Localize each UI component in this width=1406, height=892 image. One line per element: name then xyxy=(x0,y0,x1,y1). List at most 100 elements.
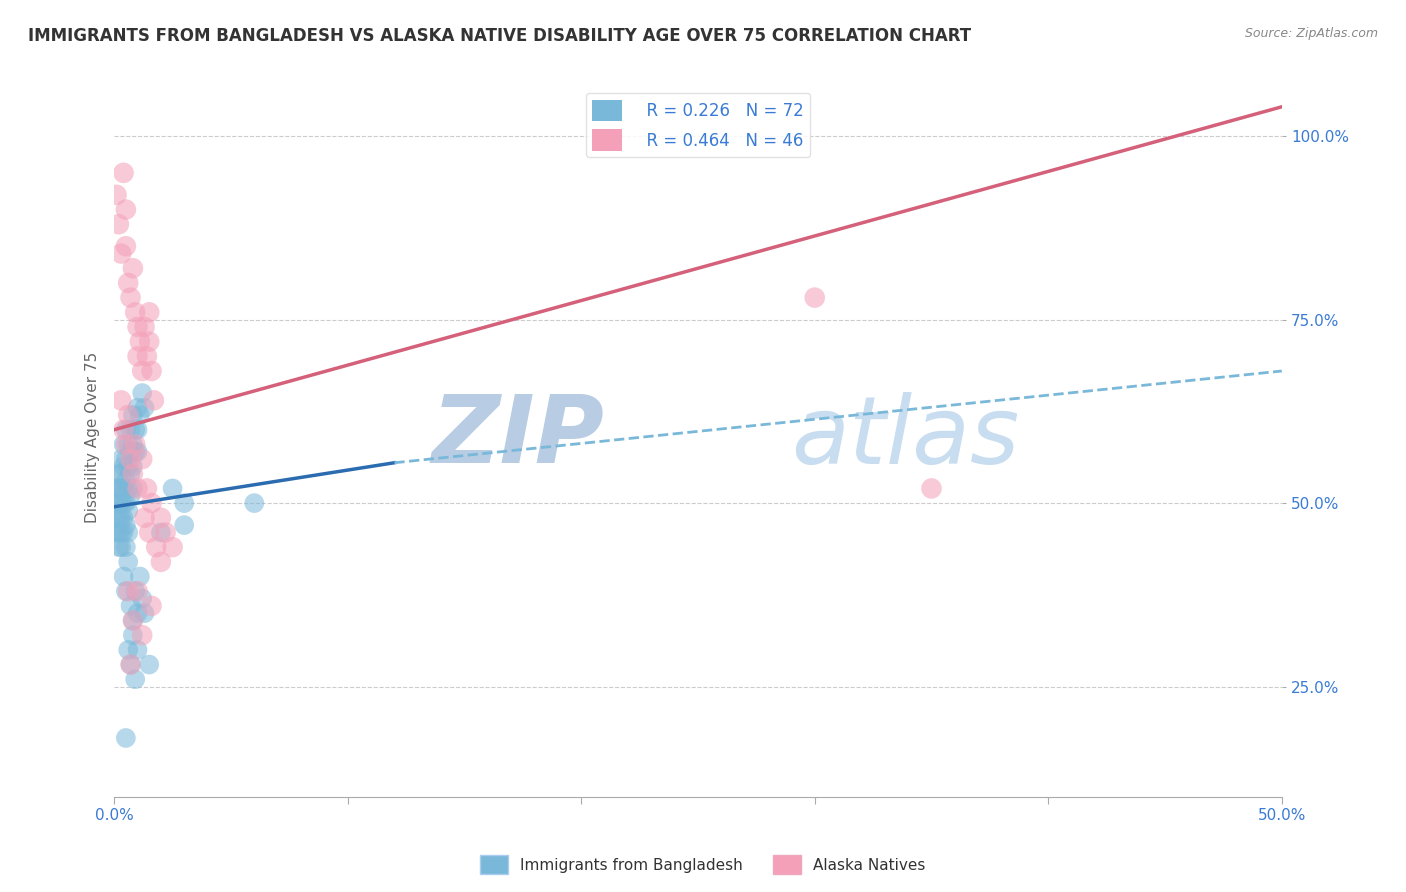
Point xyxy=(112,496,135,510)
Text: ZIP: ZIP xyxy=(432,391,605,483)
Point xyxy=(141,496,163,510)
Point xyxy=(120,657,142,672)
Point xyxy=(145,540,167,554)
Point xyxy=(173,496,195,510)
Point xyxy=(141,364,163,378)
Point xyxy=(127,482,149,496)
Point xyxy=(131,386,153,401)
Point xyxy=(122,614,145,628)
Point xyxy=(117,482,139,496)
Point xyxy=(127,606,149,620)
Point xyxy=(110,540,132,554)
Point xyxy=(108,540,131,554)
Point xyxy=(162,482,184,496)
Point xyxy=(112,510,135,524)
Point xyxy=(131,591,153,606)
Point xyxy=(122,459,145,474)
Point xyxy=(117,408,139,422)
Point xyxy=(105,187,128,202)
Point xyxy=(243,496,266,510)
Point xyxy=(117,643,139,657)
Point xyxy=(108,217,131,231)
Point xyxy=(105,482,128,496)
Point xyxy=(124,305,146,319)
Point xyxy=(120,452,142,467)
Point xyxy=(115,239,138,253)
Point xyxy=(110,496,132,510)
Point xyxy=(122,628,145,642)
Point xyxy=(115,540,138,554)
Point xyxy=(127,643,149,657)
Point xyxy=(112,482,135,496)
Point xyxy=(110,482,132,496)
Point xyxy=(134,510,156,524)
Point xyxy=(112,569,135,583)
Point xyxy=(149,525,172,540)
Point xyxy=(117,555,139,569)
Point xyxy=(921,482,943,496)
Point xyxy=(120,291,142,305)
Point xyxy=(115,584,138,599)
Point xyxy=(128,569,150,583)
Point xyxy=(122,482,145,496)
Point xyxy=(124,423,146,437)
Point xyxy=(122,614,145,628)
Point xyxy=(112,437,135,451)
Point xyxy=(110,393,132,408)
Point xyxy=(115,437,138,451)
Point xyxy=(108,496,131,510)
Point xyxy=(138,525,160,540)
Point xyxy=(115,731,138,745)
Point xyxy=(108,510,131,524)
Point xyxy=(120,444,142,458)
Point xyxy=(122,467,145,481)
Point xyxy=(117,437,139,451)
Point xyxy=(803,291,825,305)
Point xyxy=(127,401,149,415)
Point xyxy=(124,444,146,458)
Point xyxy=(173,518,195,533)
Point xyxy=(131,452,153,467)
Point xyxy=(115,496,138,510)
Point xyxy=(112,423,135,437)
Point xyxy=(110,510,132,524)
Point xyxy=(127,584,149,599)
Point xyxy=(138,305,160,319)
Point xyxy=(124,437,146,451)
Point xyxy=(110,246,132,260)
Point xyxy=(127,349,149,363)
Point xyxy=(135,349,157,363)
Point xyxy=(134,606,156,620)
Point xyxy=(122,261,145,276)
Point xyxy=(127,320,149,334)
Point xyxy=(135,482,157,496)
Point xyxy=(112,166,135,180)
Point xyxy=(124,584,146,599)
Point xyxy=(122,437,145,451)
Point xyxy=(155,525,177,540)
Point xyxy=(142,393,165,408)
Point xyxy=(105,496,128,510)
Point xyxy=(120,467,142,481)
Point xyxy=(120,657,142,672)
Point xyxy=(115,452,138,467)
Point xyxy=(134,320,156,334)
Point xyxy=(117,276,139,290)
Point xyxy=(128,334,150,349)
Point xyxy=(110,467,132,481)
Point xyxy=(115,423,138,437)
Point xyxy=(131,364,153,378)
Point xyxy=(115,518,138,533)
Point xyxy=(127,423,149,437)
Point xyxy=(162,540,184,554)
Point xyxy=(108,525,131,540)
Point xyxy=(131,628,153,642)
Point xyxy=(138,334,160,349)
Point xyxy=(117,525,139,540)
Point xyxy=(124,672,146,686)
Point xyxy=(134,401,156,415)
Legend:   R = 0.226   N = 72,   R = 0.464   N = 46: R = 0.226 N = 72, R = 0.464 N = 46 xyxy=(586,93,810,158)
Point xyxy=(105,525,128,540)
Legend: Immigrants from Bangladesh, Alaska Natives: Immigrants from Bangladesh, Alaska Nativ… xyxy=(474,849,932,880)
Point xyxy=(120,599,142,613)
